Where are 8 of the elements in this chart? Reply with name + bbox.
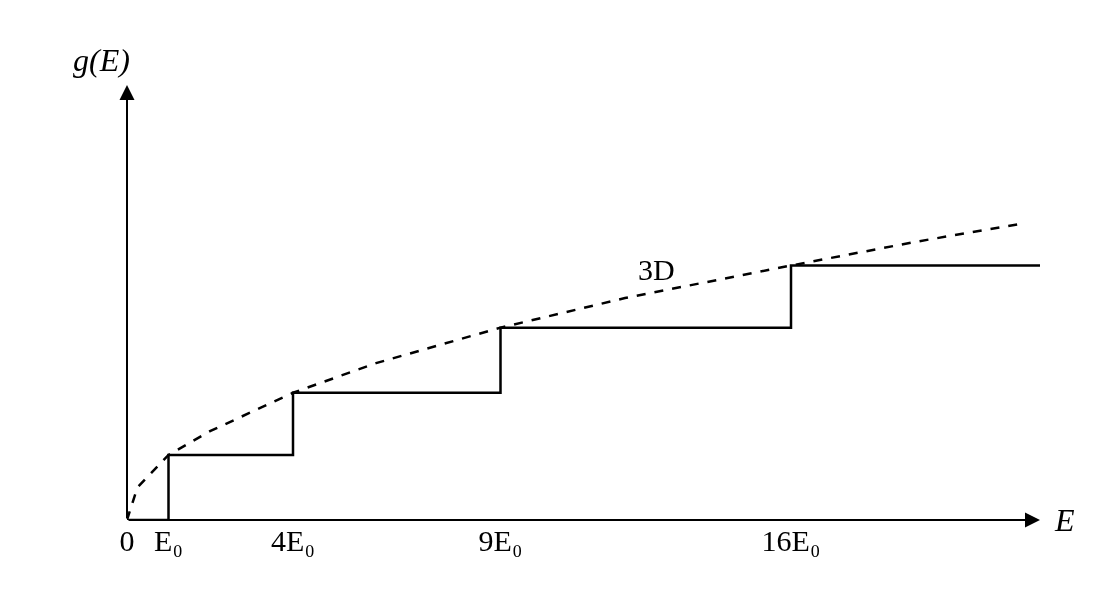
- annotation: 3D: [638, 253, 675, 286]
- x-tick-label: 0: [119, 524, 135, 557]
- y-axis-title: g(E): [73, 42, 130, 78]
- x-tick-label: 4E₀: [271, 524, 315, 557]
- x-axis-title: E: [1054, 502, 1075, 538]
- x-tick-label: E₀: [154, 524, 183, 557]
- x-tick-label: 9E₀: [478, 524, 523, 557]
- x-tick-label: 16E₀: [761, 524, 821, 557]
